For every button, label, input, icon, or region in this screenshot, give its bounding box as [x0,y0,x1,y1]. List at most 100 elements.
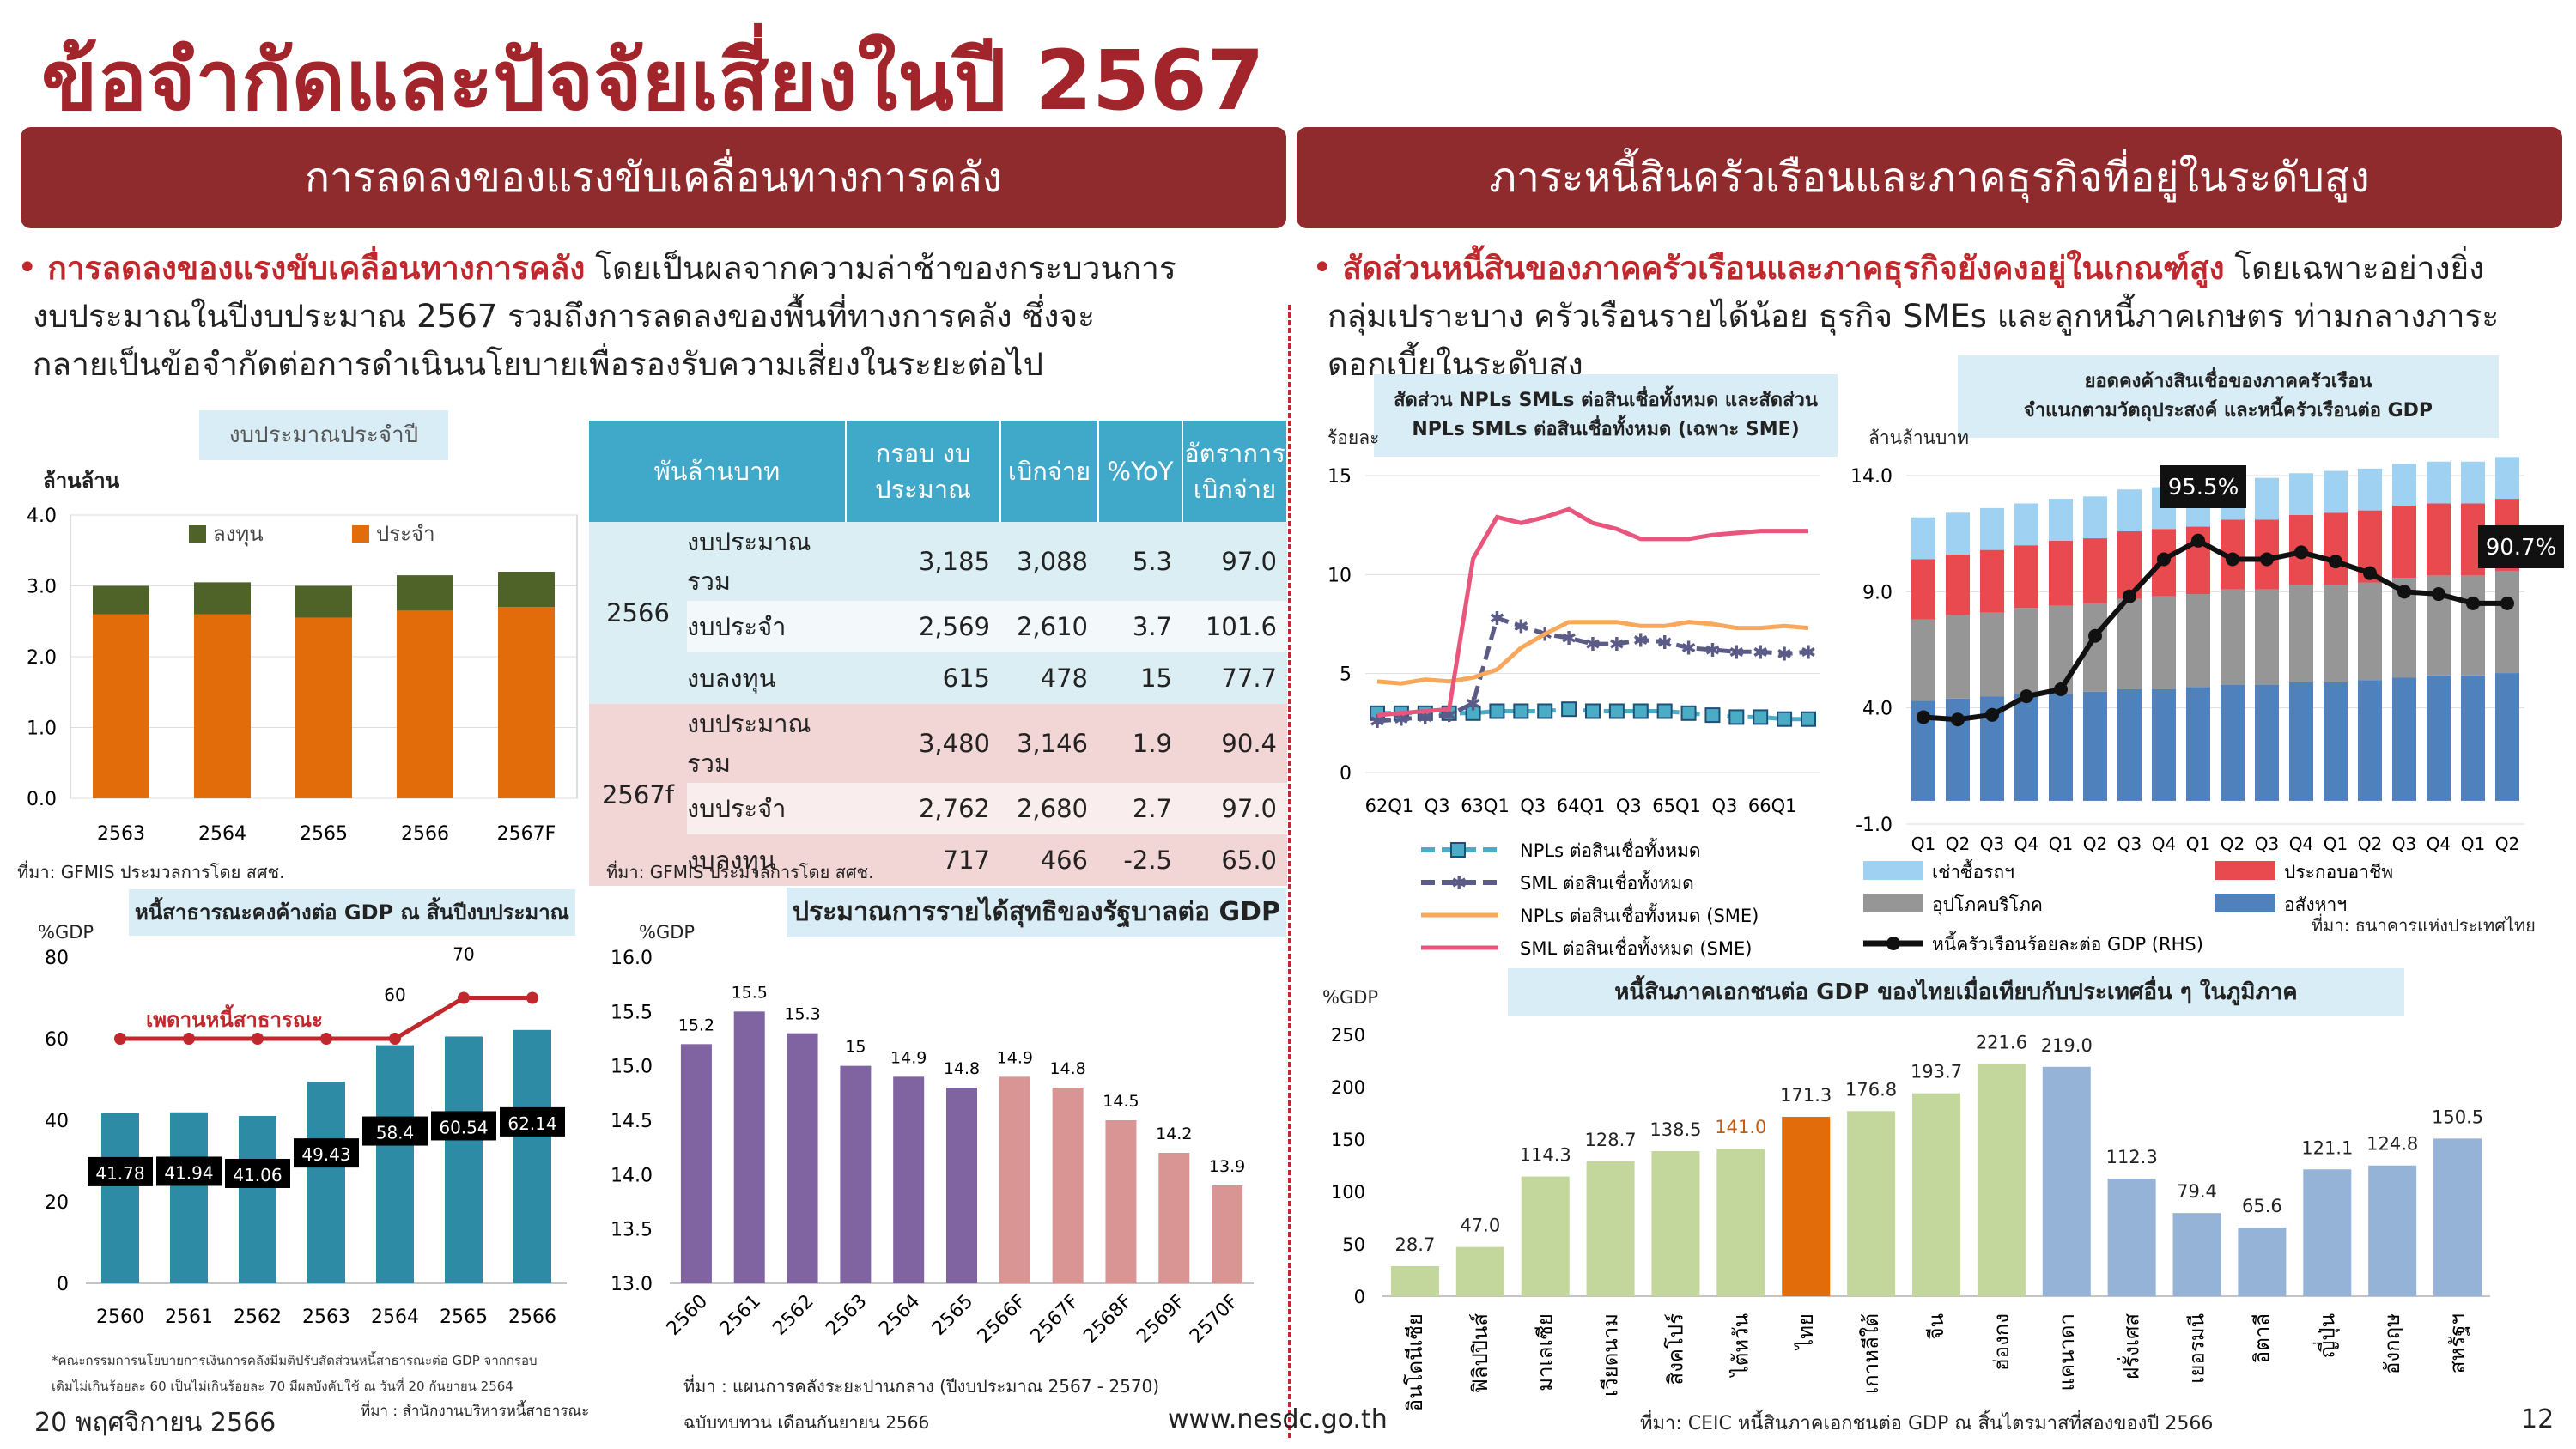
footer-page-number: 12 [2521,1404,2555,1434]
npl-point [1704,707,1721,724]
npl-point [1753,709,1769,725]
value-label: 15.3 [784,1005,820,1024]
npl-point [1801,711,1816,727]
x-tick-label: Q4 [2014,834,2038,854]
private-debt-bar [1912,1093,1960,1296]
table-cell: 90.4 [1221,729,1277,758]
country-label: ฮ่องกง [1990,1313,2014,1371]
x-tick-label: Q1 [2049,834,2073,854]
sml-point: ✱ [1753,642,1768,664]
revenue-bar [680,1044,712,1283]
household-debt-gdp-point [2397,585,2411,599]
budget-legend: ลงทุน ประจำ [189,522,435,547]
private-debt-bar [1716,1148,1765,1296]
household-bar-segment [2495,457,2519,500]
household-bar-segment [2392,506,2416,579]
household-debt-gdp-point [2157,552,2171,567]
legend-investment: ลงทุน [213,522,264,547]
bar-regular [498,607,555,798]
household-legend-realestate: อสังหาฯ [2284,894,2347,915]
left-paragraph: • การลดลงของแรงขับเคลื่อนทางการคลัง โดยเ… [17,244,1271,389]
debt-note1: *คณะกรรมการนโยบายการเงินการคลังมีมติปรับ… [52,1353,538,1368]
country-label: ไต้หวัน [1728,1313,1753,1378]
x-tick-label: 2566F [974,1291,1030,1348]
household-bar-segment [1980,612,2004,697]
household-bar-segment [2255,589,2279,685]
x-tick-label: 2561 [716,1291,765,1340]
footer-url[interactable]: www.nesdc.go.th [1168,1404,1388,1434]
value-label: 65.6 [2242,1196,2282,1216]
x-tick-label: 2566 [401,823,449,845]
value-label: 14.9 [997,1048,1033,1067]
private-debt-bar [1455,1246,1504,1296]
private-debt-chart-title: หนี้สินภาคเอกชนต่อ GDP ของไทยเมื่อเทียบก… [1508,968,2404,1016]
household-bar-segment [1980,549,2004,613]
budget-chart-title: งบประมาณประจำปี [199,410,448,460]
table-cell: 3,088 [1016,547,1088,576]
debt-chart: 0 20 40 60 80 2560 41.78 2561 41.94 2562 41.06 256… [45,944,567,1328]
sml-point: ✱ [1465,694,1480,715]
npl-point [1489,703,1505,719]
household-bar-segment [2117,489,2142,531]
left-highlight: การลดลงของแรงขับเคลื่อนทางการคลัง [47,250,586,287]
household-bar-segment [1946,615,1970,699]
value-label: 124.8 [2366,1134,2418,1155]
household-debt-gdp-point [2500,596,2514,610]
right-highlight: สัดส่วนหนี้สินของภาคครัวเรือนและภาคธุรกิ… [1342,250,2225,287]
npl-point [1777,711,1793,727]
value-label: 114.3 [1520,1145,1571,1166]
household-bar-segment [2221,684,2245,801]
private-debt-bar [2107,1178,2156,1296]
value-label: 112.3 [2106,1147,2158,1167]
x-tick-label: 2562 [234,1307,282,1328]
private-debt-bar [2172,1213,2221,1296]
household-legend-car: เช่าซื้อรถฯ [1932,859,2014,882]
table-cell-label: งบลงทุน [687,846,776,875]
x-tick-label: Q3 [2255,834,2279,854]
y-tick-label: 16.0 [611,948,653,969]
table-cell: 15 [1140,664,1172,693]
y-tick-label: 200 [1331,1077,1365,1098]
household-debt-gdp-point [2123,589,2136,603]
country-label: เวียดนาม [1599,1313,1623,1397]
table-cell: -2.5 [1123,846,1172,875]
x-tick-label: 2565 [300,823,348,845]
household-bar-segment [2427,675,2451,801]
npl-chart-title: สัดส่วน NPLs SMLs ต่อสินเชื่อทั้งหมด และ… [1374,374,1838,457]
household-bar-segment [1980,507,2004,550]
table-cell: 478 [1040,664,1088,693]
debt-ceiling-point [252,1033,264,1045]
country-label: แคนาดา [2055,1313,2079,1391]
table-cell-label: งบลงทุน [687,664,776,693]
npl-series-line-2 [1376,615,1809,724]
npl-legend-item-1: NPLs ต่อสินเชื่อทั้งหมด [1421,838,1701,861]
callout-peak: 95.5% [2160,465,2246,508]
revenue-chart: 13.0 13.5 14.0 14.5 15.0 15.5 16.0 15.2 2560 15.… [611,948,1254,1348]
y-tick-label: 14.5 [611,1111,653,1132]
table-cell-label: งบประมาณรวม [687,527,811,596]
value-label: 14.5 [1103,1092,1139,1111]
household-debt-gdp-point [2260,552,2274,567]
household-title2: จำแนกตามวัตถุประสงค์ และหนี้ครัวเรือนต่อ… [2023,400,2433,421]
sml-point: ✱ [1680,639,1696,660]
sml-point: ✱ [1728,642,1744,664]
household-title1: ยอดคงค้างสินเชื่อของภาคครัวเรือน [2084,371,2372,392]
y-tick-label: 0 [1354,1287,1365,1307]
private-debt-bar [1847,1111,1896,1296]
sml-point: ✱ [1777,645,1792,666]
private-debt-bar [2368,1165,2417,1296]
value-label: 138.5 [1649,1119,1701,1140]
npl-point [1608,703,1625,719]
household-bar-segment [2392,677,2416,801]
table-header-frame: กรอบ งบประมาณ [846,421,1001,522]
household-debt-gdp-point [2191,533,2205,548]
value-label: 150.5 [2432,1106,2483,1127]
table-row: งบลงทุน 717 466 -2.5 65.0 [589,834,1287,886]
value-label: 193.7 [1911,1062,1962,1082]
household-chart-title: ยอดคงค้างสินเชื่อของภาคครัวเรือน จำแนกตา… [1958,355,2499,438]
country-label: อิตาลี [2250,1313,2274,1363]
value-label-box [362,1116,428,1146]
right-line2: กลุ่มเปราะบาง ครัวเรือนรายได้น้อย ธุรกิจ… [1327,298,2500,335]
household-bar-segment [2117,689,2142,801]
x-tick-label: Q3 [1616,796,1642,816]
